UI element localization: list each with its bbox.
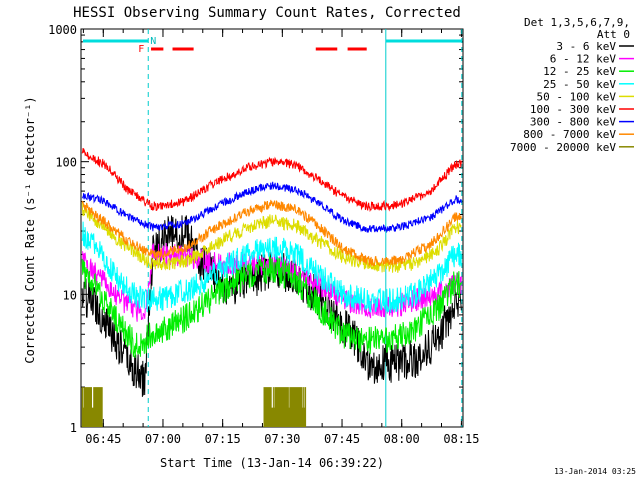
legend-label: 300 - 800 keV: [530, 116, 616, 129]
night-label: N: [150, 36, 156, 47]
y-tick-label: 100: [55, 156, 77, 170]
x-axis-label: Start Time (13-Jan-14 06:39:22): [160, 456, 384, 470]
y-tick-label: 1000: [48, 23, 77, 37]
x-tick-label: 07:45: [324, 432, 360, 446]
legend-header-2: Att 0: [597, 28, 630, 41]
fast-rate-label: F: [138, 44, 144, 55]
x-tick-label: 08:00: [384, 432, 420, 446]
series-high-energy: [81, 387, 103, 427]
legend-label: 6 - 12 keV: [550, 53, 617, 66]
x-tick-label: 06:45: [85, 432, 121, 446]
footer-date: 13-Jan-2014 03:25: [554, 467, 636, 476]
legend-label: 50 - 100 keV: [537, 90, 617, 103]
x-tick-label: 07:00: [145, 432, 181, 446]
y-tick-label: 1: [70, 421, 77, 435]
y-axis-label: Corrected Count Rate (s⁻¹ detector⁻¹): [23, 96, 37, 363]
series-line: [81, 255, 462, 359]
legend-label: 7000 - 20000 keV: [510, 141, 616, 154]
series-high-energy: [263, 387, 307, 427]
legend-header-1: Det 1,3,5,6,7,9,: [524, 16, 630, 29]
series-line: [81, 221, 462, 313]
chart-title: HESSI Observing Summary Count Rates, Cor…: [73, 5, 461, 21]
series-line: [81, 148, 462, 213]
y-tick-label: 10: [63, 288, 77, 302]
legend-label: 800 - 7000 keV: [523, 128, 616, 141]
legend-label: 100 - 300 keV: [530, 103, 616, 116]
legend-label: 25 - 50 keV: [543, 78, 616, 91]
x-tick-label: 07:30: [264, 432, 300, 446]
series-line: [81, 181, 462, 234]
series-line: [81, 199, 462, 267]
x-tick-label: 07:15: [205, 432, 241, 446]
legend-label: 3 - 6 keV: [556, 40, 616, 53]
series-line: [81, 202, 462, 273]
legend-label: 12 - 25 keV: [543, 65, 616, 78]
plot-area: 1000 100 10 1 06:45 07:00 07:15 07:30 07:45 08:00…: [48, 23, 479, 446]
x-tick-label: 08:15: [443, 432, 479, 446]
